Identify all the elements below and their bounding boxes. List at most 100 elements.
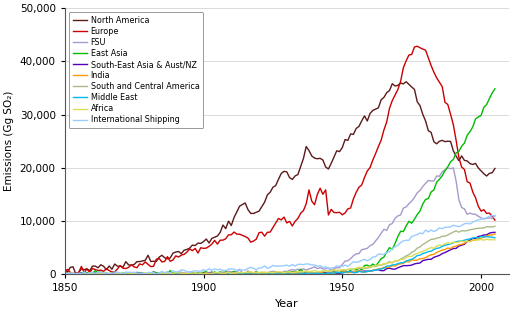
North America (320, 158, 326, 162)
North America (225, 219, 231, 223)
East Asia (242, 271, 248, 275)
East Asia (411, 217, 418, 221)
Europe (492, 218, 498, 222)
FSU (320, 267, 326, 271)
North America (492, 167, 498, 170)
FSU (70, 272, 76, 276)
Africa (411, 253, 418, 256)
Middle East (173, 272, 179, 276)
Line: FSU: FSU (65, 168, 495, 274)
South-East Asia & Aust/NZ (242, 272, 248, 276)
India (320, 271, 326, 275)
South and Central America (317, 270, 323, 274)
International Shipping (239, 268, 245, 272)
South-East Asia & Aust/NZ (492, 230, 498, 234)
North America (242, 201, 248, 205)
North America (73, 272, 79, 276)
East Asia (362, 264, 368, 267)
International Shipping (492, 214, 498, 218)
South and Central America (239, 271, 245, 275)
FSU (173, 272, 179, 276)
India (225, 272, 231, 276)
Middle East (225, 272, 231, 275)
Line: South and Central America: South and Central America (65, 226, 495, 274)
International Shipping (359, 259, 365, 262)
India (84, 272, 90, 276)
Line: East Asia: East Asia (65, 89, 495, 274)
FSU (242, 272, 248, 276)
Africa (62, 272, 68, 276)
Europe (411, 45, 418, 49)
FSU (225, 269, 231, 273)
Middle East (67, 272, 73, 276)
Line: Africa: Africa (65, 239, 495, 274)
India (173, 272, 179, 276)
FSU (62, 270, 68, 274)
Europe (70, 272, 76, 276)
Europe (62, 269, 68, 273)
South and Central America (359, 266, 365, 270)
South-East Asia & Aust/NZ (411, 262, 418, 266)
Europe (320, 192, 326, 196)
Line: Middle East: Middle East (65, 236, 495, 274)
Africa (242, 270, 248, 274)
East Asia (225, 271, 231, 275)
Middle East (362, 270, 368, 274)
International Shipping (489, 214, 495, 218)
Middle East (411, 256, 418, 259)
India (362, 270, 368, 274)
Y-axis label: Emissions (Gg SO₂): Emissions (Gg SO₂) (4, 91, 14, 191)
X-axis label: Year: Year (275, 299, 299, 309)
International Shipping (317, 264, 323, 268)
Europe (414, 44, 420, 48)
South and Central America (170, 272, 176, 276)
South and Central America (492, 224, 498, 228)
Africa (225, 270, 231, 274)
Legend: North America, Europe, FSU, East Asia, South-East Asia & Aust/NZ, India, South a: North America, Europe, FSU, East Asia, S… (69, 12, 204, 128)
East Asia (62, 271, 68, 275)
North America (414, 100, 420, 104)
Line: India: India (65, 234, 495, 274)
FSU (362, 247, 368, 251)
FSU (450, 166, 457, 170)
Middle East (492, 236, 498, 240)
South-East Asia & Aust/NZ (62, 272, 68, 276)
Line: South-East Asia & Aust/NZ: South-East Asia & Aust/NZ (65, 232, 495, 274)
India (242, 271, 248, 275)
Europe (225, 233, 231, 237)
South-East Asia & Aust/NZ (320, 271, 326, 275)
East Asia (492, 87, 498, 91)
Europe (173, 254, 179, 258)
South and Central America (409, 250, 415, 254)
Africa (492, 238, 498, 242)
Africa (320, 269, 326, 273)
FSU (411, 196, 418, 199)
North America (173, 250, 179, 254)
Europe (242, 235, 248, 239)
Africa (65, 272, 71, 276)
North America (62, 267, 68, 270)
South-East Asia & Aust/NZ (65, 272, 71, 276)
FSU (492, 214, 498, 218)
International Shipping (62, 272, 68, 276)
South-East Asia & Aust/NZ (362, 269, 368, 273)
Africa (362, 266, 368, 269)
North America (362, 114, 368, 118)
International Shipping (170, 269, 176, 273)
Line: International Shipping: International Shipping (65, 216, 495, 274)
East Asia (65, 272, 71, 276)
Africa (484, 237, 490, 241)
Line: Europe: Europe (65, 46, 495, 274)
South and Central America (223, 271, 229, 275)
Middle East (62, 272, 68, 276)
International Shipping (223, 269, 229, 272)
Middle East (320, 272, 326, 276)
Line: North America: North America (65, 82, 495, 274)
Middle East (242, 271, 248, 275)
Africa (173, 271, 179, 275)
Europe (362, 176, 368, 179)
Middle East (478, 234, 484, 238)
International Shipping (409, 235, 415, 239)
East Asia (173, 272, 179, 276)
South and Central America (62, 272, 68, 276)
